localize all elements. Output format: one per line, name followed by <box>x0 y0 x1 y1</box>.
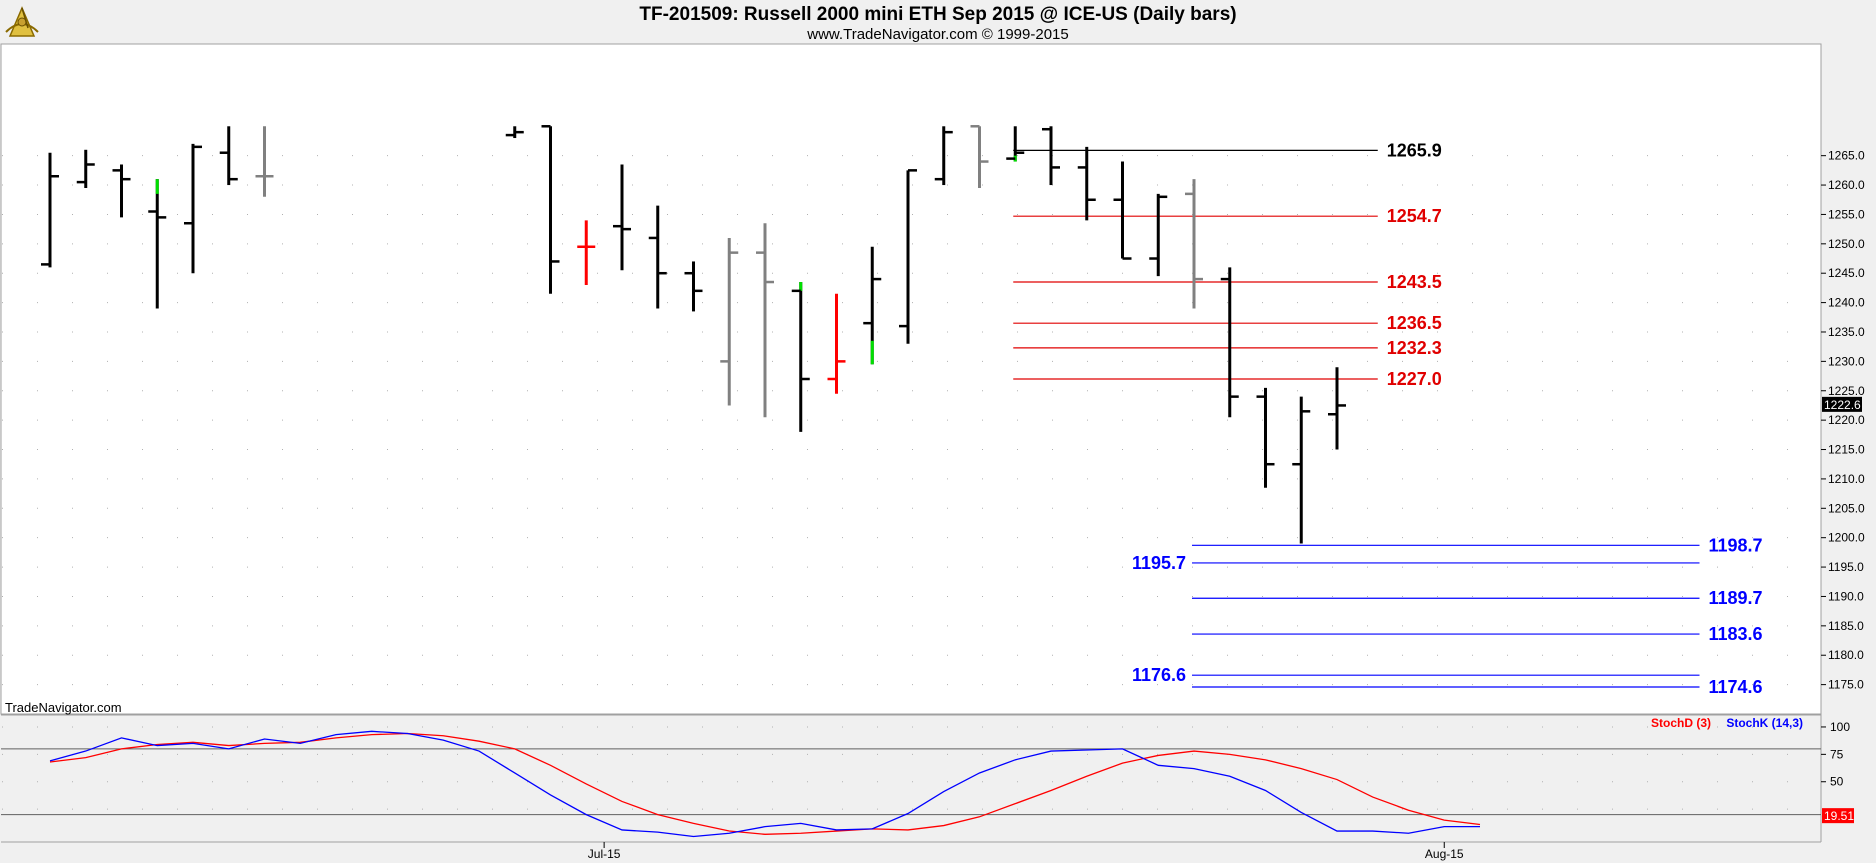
ohlc-bar <box>505 126 524 139</box>
ohlc-bar <box>1256 387 1275 488</box>
y-tick-label: 1255.0 <box>1828 207 1865 221</box>
price-bars <box>41 125 1346 544</box>
plot-area <box>0 43 1822 715</box>
legend-stoch-k: StochK (14,3) <box>1726 716 1803 730</box>
ohlc-bar <box>1292 396 1311 544</box>
level-label: 1183.6 <box>1709 624 1763 644</box>
price-axis: 1175.0 1180.0 1185.0 1190.0 1195.0 1200.0 1205… <box>1821 149 1865 692</box>
y-tick-label: 1190.0 <box>1828 589 1864 603</box>
y-tick-label: 100 <box>1830 720 1850 734</box>
y-tick-label: 1185.0 <box>1828 619 1864 633</box>
chart-title: TF-201509: Russell 2000 mini ETH Sep 201… <box>639 4 1236 25</box>
level-label: 1195.7 <box>1132 553 1186 573</box>
legend-stoch-d: StochD (3) <box>1651 716 1711 730</box>
y-tick-label: 1245.0 <box>1828 266 1865 280</box>
y-tick-label: 1220.0 <box>1828 413 1865 427</box>
ohlc-bar <box>112 164 131 218</box>
ohlc-bar <box>863 246 882 365</box>
y-tick-label: 50 <box>1830 775 1844 789</box>
last-price-label: 1222.6 <box>1824 398 1861 412</box>
level-label: 1232.3 <box>1387 338 1442 358</box>
ohlc-bar <box>1077 146 1096 221</box>
level-label: 1198.7 <box>1709 535 1763 555</box>
watermark: TradeNavigator.com <box>5 700 122 715</box>
ohlc-bar <box>1042 126 1060 186</box>
level-label: 1265.9 <box>1387 140 1442 160</box>
stoch-grid <box>1 726 1821 816</box>
level-label: 1174.6 <box>1709 677 1763 697</box>
stoch-last-tag: 19.51 <box>1822 808 1854 824</box>
y-tick-label: 1230.0 <box>1828 354 1865 368</box>
ohlc-bar <box>720 237 739 406</box>
y-tick-label: 1195.0 <box>1828 560 1864 574</box>
last-price-tag: 1222.6 <box>1822 396 1862 412</box>
chart-subtitle: www.TradeNavigator.com © 1999-2015 <box>806 26 1068 43</box>
level-label: 1254.7 <box>1387 206 1442 226</box>
ohlc-bar <box>184 143 202 274</box>
ohlc-bar <box>1185 179 1203 309</box>
ohlc-bar <box>148 179 167 309</box>
y-tick-label: 1205.0 <box>1828 501 1865 515</box>
ohlc-bar <box>934 126 953 186</box>
x-axis: Jul-15 Aug-15 <box>588 842 1464 861</box>
ohlc-bar <box>41 152 59 268</box>
stochastic-lines <box>49 730 1481 838</box>
y-tick-label: 75 <box>1830 747 1844 761</box>
level-label: 1176.6 <box>1132 665 1186 685</box>
y-tick-label: 1260.0 <box>1828 178 1865 192</box>
ohlc-bar <box>756 223 774 418</box>
ohlc-bar <box>1220 267 1239 418</box>
ohlc-bar <box>613 164 631 271</box>
x-tick-label: Aug-15 <box>1425 847 1464 861</box>
series-line <box>49 730 1480 838</box>
ohlc-bar <box>255 126 274 197</box>
ohlc-bar <box>577 220 596 285</box>
level-label: 1243.5 <box>1387 272 1442 292</box>
ohlc-bar <box>541 125 560 294</box>
y-tick-label: 1225.0 <box>1828 384 1865 398</box>
ohlc-bar <box>648 205 667 309</box>
sextant-logo-icon <box>5 6 39 37</box>
ohlc-bar <box>791 282 810 432</box>
level-label: 1189.7 <box>1709 588 1763 608</box>
ohlc-bar <box>219 126 238 186</box>
series-line <box>49 732 1481 835</box>
y-tick-label: 1175.0 <box>1828 678 1864 692</box>
price-levels: 1265.9 1254.7 1243.5 1236.5 1232.3 1227.0 1198… <box>1013 140 1763 697</box>
level-label: 1227.0 <box>1387 369 1442 389</box>
ohlc-bar <box>76 149 95 188</box>
ohlc-bar <box>1149 193 1168 277</box>
x-tick-label: Jul-15 <box>588 847 621 861</box>
y-tick-label: 1200.0 <box>1828 531 1865 545</box>
y-tick-label: 1235.0 <box>1828 325 1865 339</box>
y-tick-label: 1215.0 <box>1828 443 1865 457</box>
ohlc-bar <box>827 293 846 394</box>
ohlc-bar <box>684 261 703 312</box>
stoch-last-label: 19.51 <box>1824 809 1854 823</box>
ohlc-bar <box>970 125 989 188</box>
y-tick-label: 1180.0 <box>1828 648 1864 662</box>
y-tick-label: 1250.0 <box>1828 237 1865 251</box>
ohlc-bar <box>1113 161 1132 260</box>
y-tick-label: 1265.0 <box>1828 149 1865 163</box>
y-tick-label: 1240.0 <box>1828 296 1865 310</box>
y-tick-label: 1210.0 <box>1828 472 1865 486</box>
ohlc-bar <box>1328 367 1346 450</box>
ohlc-bar <box>899 169 917 344</box>
level-label: 1236.5 <box>1387 313 1442 333</box>
stoch-axis: 100 75 50 <box>1821 720 1850 789</box>
ohlc-bar <box>1006 126 1025 162</box>
